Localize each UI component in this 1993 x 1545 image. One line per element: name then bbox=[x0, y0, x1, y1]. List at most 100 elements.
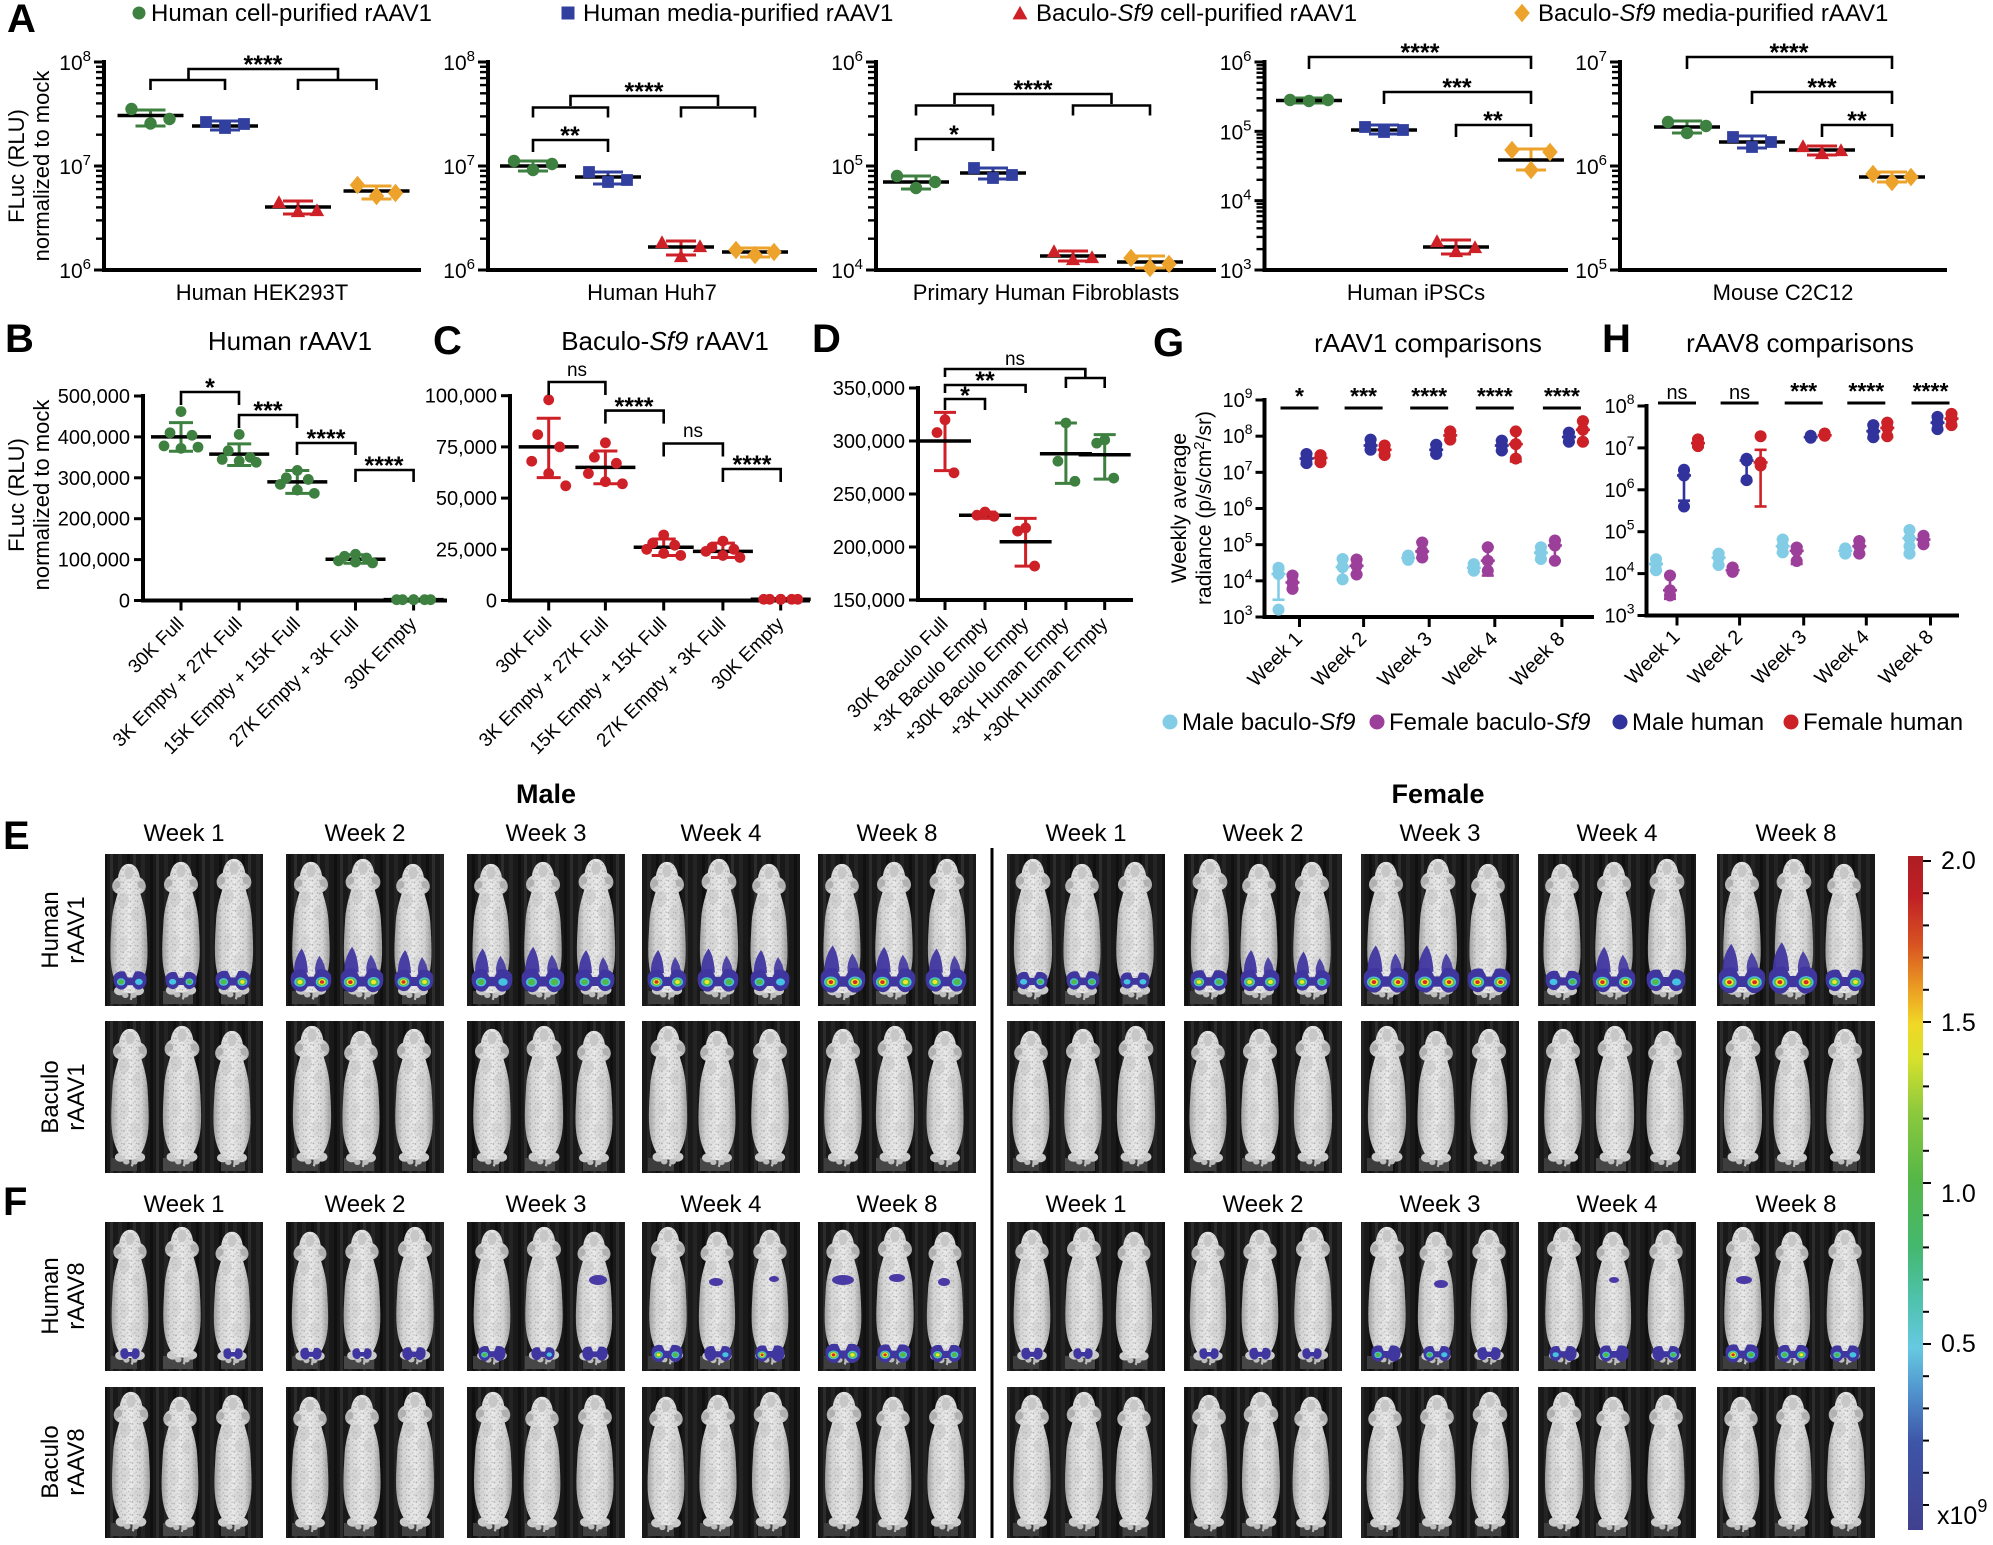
svg-text:****: **** bbox=[1848, 378, 1884, 404]
svg-text:Week 1: Week 1 bbox=[1046, 820, 1127, 847]
svg-text:Baculo: Baculo bbox=[37, 1060, 64, 1133]
svg-text:B: B bbox=[5, 317, 34, 361]
svg-text:ns: ns bbox=[567, 360, 587, 381]
svg-text:150,000: 150,000 bbox=[833, 590, 905, 612]
svg-text:Female: Female bbox=[1391, 779, 1484, 809]
svg-text:***: *** bbox=[1442, 74, 1471, 102]
svg-text:Human HEK293T: Human HEK293T bbox=[176, 280, 348, 305]
svg-text:Week 2: Week 2 bbox=[1223, 1191, 1304, 1218]
svg-text:Week 8: Week 8 bbox=[857, 820, 938, 847]
svg-text:Week 1: Week 1 bbox=[144, 820, 225, 847]
svg-text:****: **** bbox=[1913, 378, 1949, 404]
svg-text:350,000: 350,000 bbox=[833, 378, 905, 400]
svg-text:ns: ns bbox=[1729, 382, 1750, 404]
svg-text:2.0: 2.0 bbox=[1941, 847, 1976, 875]
svg-text:100,000: 100,000 bbox=[58, 550, 130, 572]
svg-text:****: **** bbox=[244, 51, 283, 79]
svg-text:Human iPSCs: Human iPSCs bbox=[1347, 280, 1485, 305]
svg-text:300,000: 300,000 bbox=[58, 468, 130, 490]
svg-text:rAAV8: rAAV8 bbox=[63, 1428, 90, 1496]
svg-text:ns: ns bbox=[1666, 382, 1687, 404]
svg-text:Baculo: Baculo bbox=[37, 1425, 64, 1498]
svg-text:Female human: Female human bbox=[1803, 709, 1963, 736]
svg-text:1.0: 1.0 bbox=[1941, 1180, 1976, 1208]
svg-text:50,000: 50,000 bbox=[436, 488, 497, 510]
svg-text:normalized to mock: normalized to mock bbox=[29, 399, 54, 591]
svg-text:Male human: Male human bbox=[1632, 709, 1764, 736]
svg-text:Human rAAV1: Human rAAV1 bbox=[208, 326, 372, 356]
svg-text:****: **** bbox=[615, 393, 654, 421]
svg-text:***: *** bbox=[253, 397, 282, 425]
svg-text:200,000: 200,000 bbox=[833, 537, 905, 559]
svg-text:Week 8: Week 8 bbox=[1756, 1191, 1837, 1218]
svg-text:Baculo-Sf9 rAAV1: Baculo-Sf9 rAAV1 bbox=[561, 326, 769, 356]
svg-text:****: **** bbox=[1544, 383, 1580, 409]
svg-text:Week 8: Week 8 bbox=[1756, 820, 1837, 847]
svg-text:ns: ns bbox=[1005, 349, 1025, 370]
svg-text:Human cell-purified rAAV1: Human cell-purified rAAV1 bbox=[151, 0, 432, 27]
svg-text:105: 105 bbox=[1575, 256, 1607, 283]
svg-text:Male: Male bbox=[516, 779, 576, 809]
svg-text:***: *** bbox=[1807, 74, 1836, 102]
svg-text:Week 2: Week 2 bbox=[1223, 820, 1304, 847]
svg-text:****: **** bbox=[1770, 39, 1809, 67]
svg-text:Week 4: Week 4 bbox=[681, 1191, 762, 1218]
svg-text:A: A bbox=[7, 0, 36, 41]
svg-text:Week 2: Week 2 bbox=[325, 820, 406, 847]
svg-text:300,000: 300,000 bbox=[833, 431, 905, 453]
svg-text:****: **** bbox=[365, 452, 404, 480]
svg-text:Mouse C2C12: Mouse C2C12 bbox=[1713, 280, 1854, 305]
svg-text:Weekly average: Weekly average bbox=[1168, 433, 1191, 583]
svg-text:Week 4: Week 4 bbox=[1577, 1191, 1658, 1218]
svg-text:Baculo-Sf9 cell-purified rAAV1: Baculo-Sf9 cell-purified rAAV1 bbox=[1036, 0, 1357, 27]
svg-text:0: 0 bbox=[119, 591, 130, 613]
svg-text:F: F bbox=[3, 1180, 27, 1224]
svg-text:*: * bbox=[1295, 383, 1304, 409]
svg-text:H: H bbox=[1602, 317, 1631, 361]
svg-text:500,000: 500,000 bbox=[58, 386, 130, 408]
svg-text:***: *** bbox=[1790, 378, 1817, 404]
svg-text:1.5: 1.5 bbox=[1941, 1009, 1976, 1037]
svg-text:Baculo-Sf9 media-purified rAAV: Baculo-Sf9 media-purified rAAV1 bbox=[1538, 0, 1888, 27]
svg-text:****: **** bbox=[307, 425, 346, 453]
svg-text:E: E bbox=[3, 814, 30, 858]
svg-text:**: ** bbox=[1483, 107, 1503, 135]
svg-text:FLuc (RLU): FLuc (RLU) bbox=[4, 109, 29, 223]
svg-text:Week 1: Week 1 bbox=[144, 1191, 225, 1218]
svg-text:Human: Human bbox=[37, 1257, 64, 1334]
svg-text:Human: Human bbox=[37, 891, 64, 968]
svg-text:0.5: 0.5 bbox=[1941, 1330, 1976, 1358]
svg-text:D: D bbox=[812, 317, 841, 361]
svg-text:**: ** bbox=[1847, 107, 1867, 135]
svg-text:****: **** bbox=[625, 78, 664, 106]
svg-text:****: **** bbox=[1477, 383, 1513, 409]
svg-text:C: C bbox=[433, 319, 462, 363]
svg-text:75,000: 75,000 bbox=[436, 437, 497, 459]
svg-text:G: G bbox=[1153, 321, 1184, 365]
svg-text:rAAV8 comparisons: rAAV8 comparisons bbox=[1686, 328, 1914, 358]
svg-text:0: 0 bbox=[486, 591, 497, 613]
svg-text:*: * bbox=[960, 382, 970, 410]
svg-text:rAAV1 comparisons: rAAV1 comparisons bbox=[1314, 328, 1542, 358]
svg-text:Week 1: Week 1 bbox=[1046, 1191, 1127, 1218]
svg-text:rAAV1: rAAV1 bbox=[63, 1063, 90, 1131]
svg-text:***: *** bbox=[1350, 383, 1377, 409]
svg-text:radiance (p/s/cm2/sr): radiance (p/s/cm2/sr) bbox=[1191, 411, 1216, 605]
svg-text:Week 3: Week 3 bbox=[1400, 1191, 1481, 1218]
svg-text:400,000: 400,000 bbox=[58, 427, 130, 449]
svg-text:**: ** bbox=[975, 367, 995, 395]
svg-text:200,000: 200,000 bbox=[58, 509, 130, 531]
svg-text:Week 3: Week 3 bbox=[506, 1191, 587, 1218]
svg-text:rAAV8: rAAV8 bbox=[63, 1262, 90, 1330]
svg-text:rAAV1: rAAV1 bbox=[63, 896, 90, 964]
svg-text:Week 4: Week 4 bbox=[1577, 820, 1658, 847]
svg-text:normalized to mock: normalized to mock bbox=[29, 70, 54, 262]
svg-text:108: 108 bbox=[1604, 391, 1634, 418]
svg-text:Week 3: Week 3 bbox=[1400, 820, 1481, 847]
svg-text:****: **** bbox=[1411, 383, 1447, 409]
svg-text:Week 3: Week 3 bbox=[506, 820, 587, 847]
svg-text:Human media-purified rAAV1: Human media-purified rAAV1 bbox=[583, 0, 893, 27]
svg-text:*: * bbox=[205, 374, 215, 402]
svg-text:ns: ns bbox=[683, 421, 703, 442]
svg-text:Week 4: Week 4 bbox=[681, 820, 762, 847]
